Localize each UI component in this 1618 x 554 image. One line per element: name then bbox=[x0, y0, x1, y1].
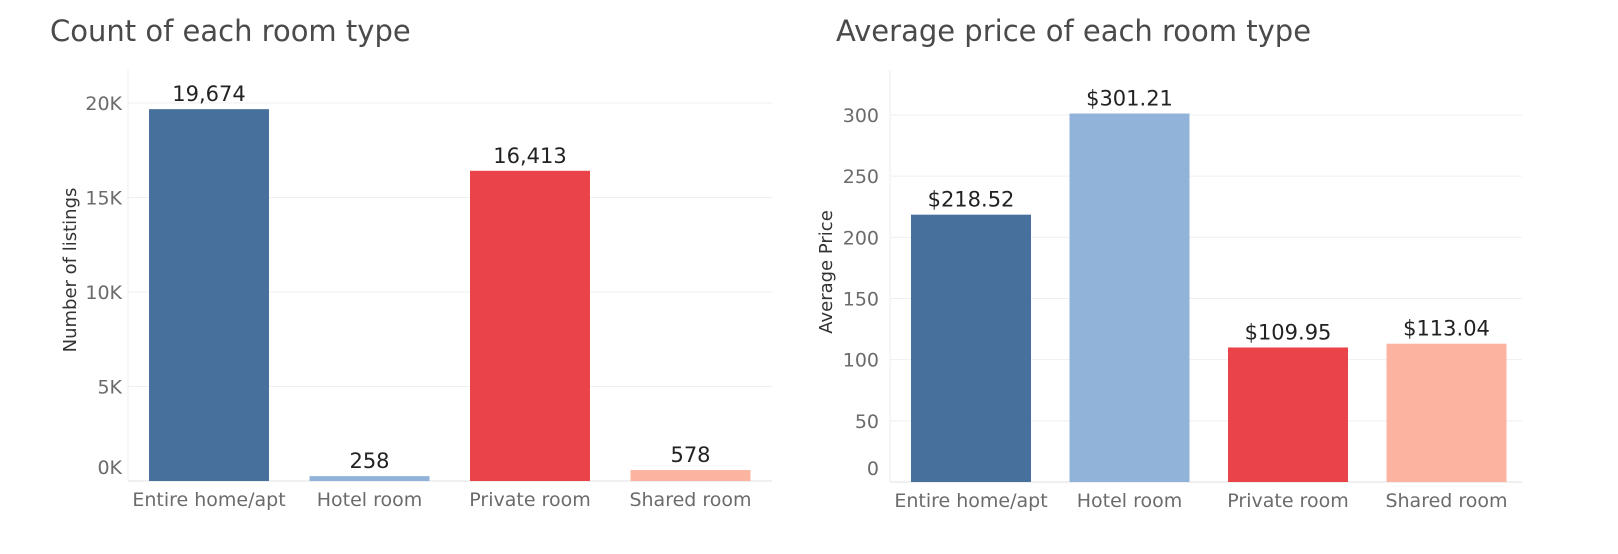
data-label: 16,413 bbox=[493, 144, 566, 168]
y-tick-label: 50 bbox=[855, 411, 879, 433]
chart-title: Average price of each room type bbox=[836, 14, 1312, 48]
y-tick-label: 0 bbox=[867, 458, 879, 480]
chart-title: Count of each room type bbox=[50, 14, 411, 48]
y-axis-title: Average Price bbox=[816, 210, 837, 334]
category-label: Entire home/apt bbox=[894, 490, 1047, 512]
y-tick-label: 0K bbox=[97, 457, 122, 479]
category-label: Shared room bbox=[629, 489, 751, 511]
bar bbox=[309, 476, 430, 481]
y-tick-label: 200 bbox=[843, 227, 879, 249]
y-tick-label: 100 bbox=[843, 350, 879, 372]
category-label: Hotel room bbox=[1077, 490, 1183, 512]
y-tick-label: 250 bbox=[843, 166, 879, 188]
bar bbox=[1069, 113, 1190, 482]
category-label: Private room bbox=[469, 489, 590, 511]
bar bbox=[149, 109, 269, 481]
y-tick-label: 150 bbox=[843, 289, 879, 311]
price-chart: 0 50 100 150 200 250 300 Average Price $218.52 En… bbox=[816, 70, 1522, 512]
bar bbox=[1228, 347, 1348, 482]
count-chart-panel: Count of each room type 0K 5K 10K 15K 20K Num… bbox=[0, 0, 800, 554]
y-tick-label: 20K bbox=[85, 93, 122, 115]
bar bbox=[470, 170, 590, 481]
data-label: 578 bbox=[670, 443, 710, 467]
bar bbox=[1386, 343, 1507, 482]
data-label: $109.95 bbox=[1245, 320, 1332, 344]
category-label: Entire home/apt bbox=[132, 489, 285, 511]
category-label: Hotel room bbox=[317, 489, 423, 511]
data-label: $218.52 bbox=[928, 188, 1015, 212]
data-label: $113.04 bbox=[1403, 317, 1490, 341]
y-axis-title: Number of listings bbox=[60, 188, 81, 353]
data-label: $301.21 bbox=[1086, 87, 1173, 111]
y-tick-label: 5K bbox=[97, 377, 122, 399]
category-label: Shared room bbox=[1385, 490, 1507, 512]
bar bbox=[911, 214, 1031, 483]
y-tick-label: 10K bbox=[85, 282, 122, 304]
y-tick-label: 300 bbox=[843, 105, 879, 127]
category-label: Private room bbox=[1227, 490, 1348, 512]
count-chart: 0K 5K 10K 15K 20K Number of listings 19,674 Ent… bbox=[60, 70, 772, 511]
price-chart-panel: Average price of each room type 0 50 100 15… bbox=[800, 0, 1618, 554]
bar bbox=[630, 470, 751, 481]
y-tick-label: 15K bbox=[85, 188, 122, 210]
data-label: 19,674 bbox=[172, 82, 245, 106]
data-label: 258 bbox=[349, 449, 389, 473]
